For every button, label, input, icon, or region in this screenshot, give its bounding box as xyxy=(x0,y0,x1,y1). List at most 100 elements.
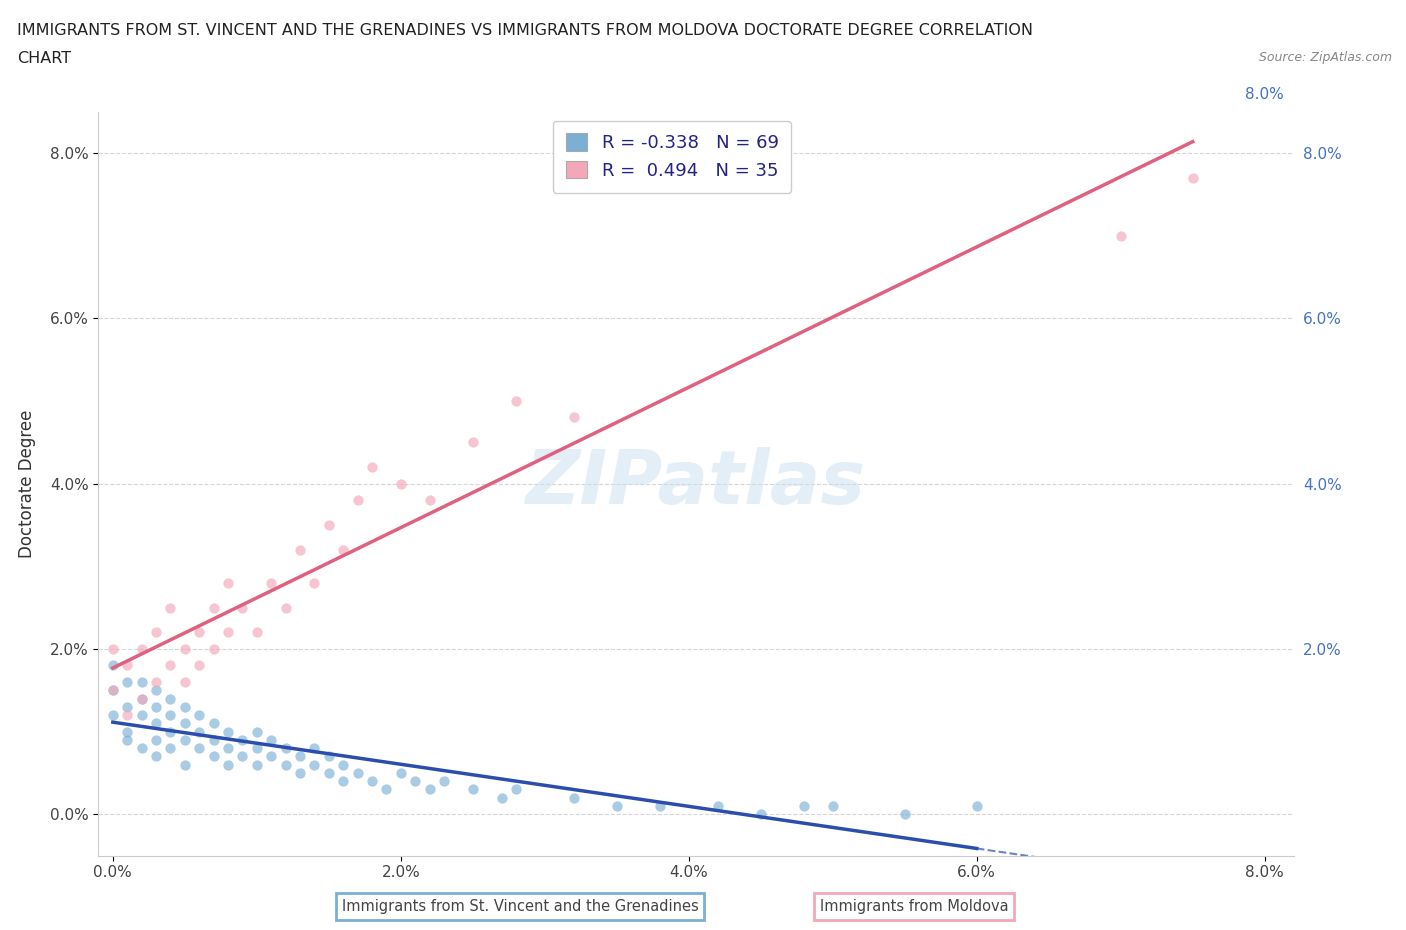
Point xyxy=(159,658,181,673)
Point xyxy=(217,740,239,755)
Point xyxy=(115,658,138,673)
Point xyxy=(821,799,844,814)
Point xyxy=(246,740,269,755)
Point xyxy=(318,749,340,764)
Y-axis label: Doctorate Degree: Doctorate Degree xyxy=(18,409,37,558)
Point xyxy=(145,674,167,689)
Point xyxy=(562,790,585,805)
Point xyxy=(131,708,153,723)
Point xyxy=(419,493,441,508)
Point xyxy=(505,393,527,408)
Point xyxy=(231,749,253,764)
Point xyxy=(101,683,124,698)
Point xyxy=(461,782,484,797)
Point xyxy=(606,799,628,814)
Point xyxy=(101,708,124,723)
Point xyxy=(304,576,326,591)
Point xyxy=(217,576,239,591)
Point xyxy=(202,749,225,764)
Point xyxy=(188,625,211,640)
Point xyxy=(145,716,167,731)
Point xyxy=(505,782,527,797)
Point xyxy=(159,724,181,739)
Point xyxy=(145,733,167,748)
Point xyxy=(115,674,138,689)
Point xyxy=(202,716,225,731)
Point xyxy=(159,691,181,706)
Point xyxy=(893,807,915,822)
Text: CHART: CHART xyxy=(17,51,70,66)
Point xyxy=(131,674,153,689)
Point xyxy=(304,757,326,772)
Point xyxy=(231,733,253,748)
Point xyxy=(159,600,181,615)
Point xyxy=(332,774,354,789)
Point xyxy=(159,708,181,723)
Point xyxy=(159,740,181,755)
Point xyxy=(131,740,153,755)
Point xyxy=(332,757,354,772)
Point xyxy=(173,674,195,689)
Legend: R = -0.338   N = 69, R =  0.494   N = 35: R = -0.338 N = 69, R = 0.494 N = 35 xyxy=(553,121,792,193)
Point xyxy=(231,600,253,615)
Text: Immigrants from Moldova: Immigrants from Moldova xyxy=(820,899,1008,914)
Point xyxy=(966,799,988,814)
Point xyxy=(361,774,384,789)
Point xyxy=(793,799,815,814)
Point xyxy=(274,757,297,772)
Point xyxy=(101,658,124,673)
Text: IMMIGRANTS FROM ST. VINCENT AND THE GRENADINES VS IMMIGRANTS FROM MOLDOVA DOCTOR: IMMIGRANTS FROM ST. VINCENT AND THE GREN… xyxy=(17,23,1033,38)
Point xyxy=(115,699,138,714)
Point xyxy=(346,765,368,780)
Point xyxy=(115,733,138,748)
Point xyxy=(145,625,167,640)
Point xyxy=(648,799,671,814)
Text: Source: ZipAtlas.com: Source: ZipAtlas.com xyxy=(1258,51,1392,64)
Point xyxy=(433,774,456,789)
Point xyxy=(101,683,124,698)
Point xyxy=(1109,228,1132,243)
Point xyxy=(491,790,513,805)
Point xyxy=(131,642,153,657)
Point xyxy=(173,699,195,714)
Point xyxy=(706,799,728,814)
Point xyxy=(288,749,311,764)
Point xyxy=(202,600,225,615)
Point xyxy=(318,765,340,780)
Point xyxy=(274,740,297,755)
Point xyxy=(101,642,124,657)
Point xyxy=(217,757,239,772)
Point xyxy=(260,576,283,591)
Point xyxy=(202,733,225,748)
Point xyxy=(188,708,211,723)
Point xyxy=(318,517,340,532)
Text: Immigrants from St. Vincent and the Grenadines: Immigrants from St. Vincent and the Gren… xyxy=(342,899,699,914)
Point xyxy=(173,733,195,748)
Point xyxy=(173,642,195,657)
Point xyxy=(304,740,326,755)
Point xyxy=(375,782,398,797)
Point xyxy=(246,724,269,739)
Point xyxy=(145,683,167,698)
Point xyxy=(562,410,585,425)
Point xyxy=(461,435,484,450)
Point xyxy=(173,716,195,731)
Point xyxy=(202,642,225,657)
Point xyxy=(749,807,772,822)
Point xyxy=(188,658,211,673)
Point xyxy=(173,757,195,772)
Point xyxy=(389,765,412,780)
Point xyxy=(188,724,211,739)
Point xyxy=(131,691,153,706)
Point xyxy=(389,476,412,491)
Point xyxy=(246,757,269,772)
Point xyxy=(332,542,354,557)
Point xyxy=(131,691,153,706)
Point xyxy=(115,724,138,739)
Point xyxy=(361,459,384,474)
Point xyxy=(1181,170,1204,185)
Point xyxy=(274,600,297,615)
Point xyxy=(217,625,239,640)
Point xyxy=(346,493,368,508)
Point xyxy=(288,542,311,557)
